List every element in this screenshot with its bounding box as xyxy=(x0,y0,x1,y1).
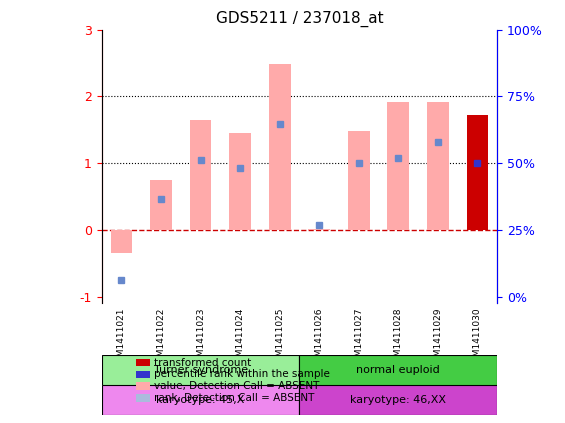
Bar xyxy=(467,115,488,230)
Text: GSM1411030: GSM1411030 xyxy=(473,308,482,368)
Text: karyotype: 45,X: karyotype: 45,X xyxy=(157,395,245,404)
Bar xyxy=(348,131,370,230)
Bar xyxy=(269,64,290,230)
Bar xyxy=(150,180,172,230)
Text: GSM1411026: GSM1411026 xyxy=(315,308,324,368)
Text: normal euploid: normal euploid xyxy=(357,365,440,375)
Title: GDS5211 / 237018_at: GDS5211 / 237018_at xyxy=(216,11,383,27)
Text: karyotype: 46,XX: karyotype: 46,XX xyxy=(350,395,446,404)
Bar xyxy=(190,120,211,230)
Bar xyxy=(111,230,132,253)
Bar xyxy=(427,102,449,230)
Text: GSM1411021: GSM1411021 xyxy=(117,308,126,368)
Text: rank, Detection Call = ABSENT: rank, Detection Call = ABSENT xyxy=(154,393,314,403)
Text: transformed count: transformed count xyxy=(154,357,251,368)
FancyBboxPatch shape xyxy=(102,354,299,385)
Text: Turner syndrome: Turner syndrome xyxy=(154,365,247,375)
Text: GSM1411028: GSM1411028 xyxy=(394,308,403,368)
Text: value, Detection Call = ABSENT: value, Detection Call = ABSENT xyxy=(154,381,319,391)
Text: GSM1411023: GSM1411023 xyxy=(196,308,205,368)
Text: percentile rank within the sample: percentile rank within the sample xyxy=(154,369,329,379)
FancyBboxPatch shape xyxy=(102,385,299,415)
Text: GSM1411029: GSM1411029 xyxy=(433,308,442,368)
Bar xyxy=(229,133,251,230)
Text: GSM1411022: GSM1411022 xyxy=(157,308,166,368)
FancyBboxPatch shape xyxy=(299,354,497,385)
Text: GSM1411027: GSM1411027 xyxy=(354,308,363,368)
FancyBboxPatch shape xyxy=(299,385,497,415)
Text: GSM1411025: GSM1411025 xyxy=(275,308,284,368)
Text: GSM1411024: GSM1411024 xyxy=(236,308,245,368)
Bar xyxy=(308,228,330,230)
Bar xyxy=(388,102,409,230)
